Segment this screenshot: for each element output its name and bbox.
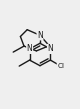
Text: Cl: Cl bbox=[57, 63, 64, 69]
Text: N: N bbox=[37, 31, 43, 40]
Text: N: N bbox=[27, 44, 32, 53]
Text: N: N bbox=[48, 44, 53, 53]
